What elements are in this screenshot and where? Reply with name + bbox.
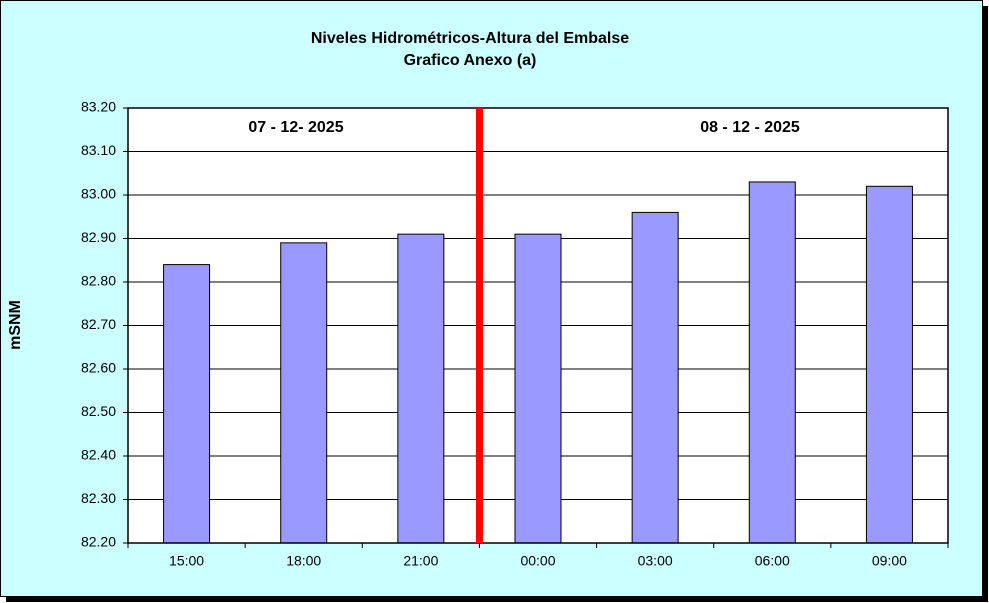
y-tick-label: 82.20 [81,534,116,550]
x-tick-label: 09:00 [872,553,907,569]
y-tick-label: 82.60 [81,360,116,376]
chart-title: Niveles Hidrométricos-Altura del Embalse [311,30,629,47]
y-axis-label: mSNM [7,300,24,350]
bar [514,233,562,544]
annotation: 08 - 12 - 2025 [700,119,800,136]
chart-subtitle: Grafico Anexo (a) [404,52,537,69]
bar [280,242,328,544]
y-tick-label: 82.30 [81,490,116,506]
y-tick-label: 82.50 [81,403,116,419]
x-tick-label: 06:00 [755,553,790,569]
bar [748,181,796,544]
plot-border [127,107,949,544]
y-tick-label: 83.00 [81,186,116,202]
x-tick-label: 18:00 [286,553,321,569]
x-tick-label: 00:00 [520,553,555,569]
y-tick-label: 82.40 [81,447,116,463]
bar [163,264,211,544]
bar [397,233,445,544]
annotation: 07 - 12- 2025 [248,119,343,136]
x-tick-label: 21:00 [403,553,438,569]
y-tick-label: 83.20 [81,99,116,115]
x-tick-label: 03:00 [638,553,673,569]
y-tick-label: 82.90 [81,229,116,245]
bar [865,185,913,544]
y-tick-label: 82.70 [81,316,116,332]
y-tick-label: 83.10 [81,142,116,158]
bar [631,211,679,544]
y-tick-label: 82.80 [81,273,116,289]
x-tick-label: 15:00 [169,553,204,569]
